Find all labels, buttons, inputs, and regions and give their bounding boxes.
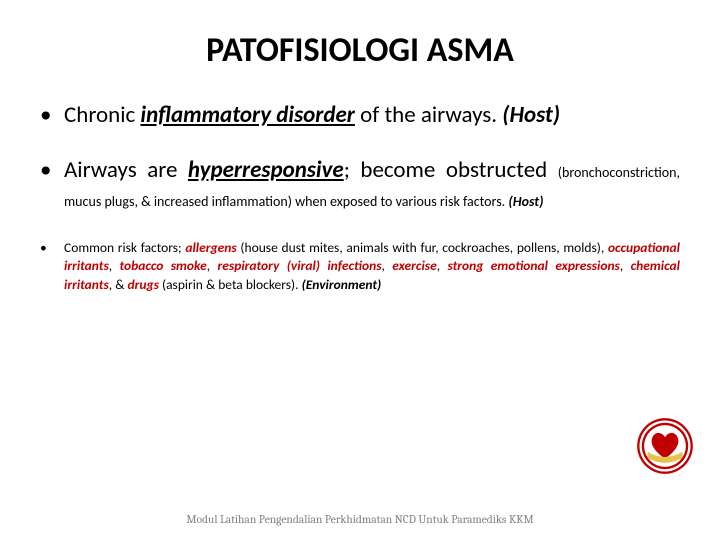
slide-footer: Modul Latihan Pengendalian Perkhidmatan … — [0, 513, 720, 526]
b3-sep3: , — [207, 257, 218, 274]
slide-title: PATOFISIOLOGI ASMA — [40, 30, 680, 71]
b3-rf6: strong emotional expressions — [447, 257, 619, 274]
b3-rf1: allergens — [185, 239, 236, 256]
b3-rf8-det: (aspirin & beta blockers). — [159, 276, 302, 293]
b3-lead: Common risk factors; — [64, 239, 185, 256]
bullet-1: Chronic inflammatory disorder of the air… — [40, 101, 680, 130]
bullet-list: Chronic inflammatory disorder of the air… — [40, 101, 680, 294]
b3-rf1-det: (house dust mites, animals with fur, coc… — [237, 239, 608, 256]
b2-host: (Host) — [508, 193, 543, 210]
b3-sep4: , — [382, 257, 393, 274]
b3-rf4: respiratory (viral) infections — [218, 257, 382, 274]
bullet-3: Common risk factors; allergens (house du… — [40, 239, 680, 294]
b2-key: hyperresponsive — [188, 156, 344, 184]
b3-rf3: tobacco smoke — [120, 257, 207, 274]
org-logo — [636, 417, 694, 475]
b1-pre: Chronic — [64, 101, 140, 129]
b3-rf5: exercise — [392, 257, 436, 274]
b2-a: Airways are — [64, 156, 188, 184]
b3-sep2: , — [109, 257, 120, 274]
b2-b: ; become obstructed — [344, 156, 558, 184]
b3-sep5: , — [437, 257, 448, 274]
b3-rf8: drugs — [127, 276, 158, 293]
b1-key: inflammatory disorder — [140, 101, 354, 129]
bullet-2: Airways are hyperresponsive; become obst… — [40, 156, 680, 214]
b1-host: (Host) — [502, 101, 560, 129]
b3-sep7: , & — [109, 276, 128, 293]
b2-tail: exposed to various risk factors. — [330, 193, 508, 210]
b3-env: (Environment) — [302, 276, 382, 293]
b1-post: of the airways. — [355, 101, 502, 129]
b3-sep6: , — [620, 257, 631, 274]
